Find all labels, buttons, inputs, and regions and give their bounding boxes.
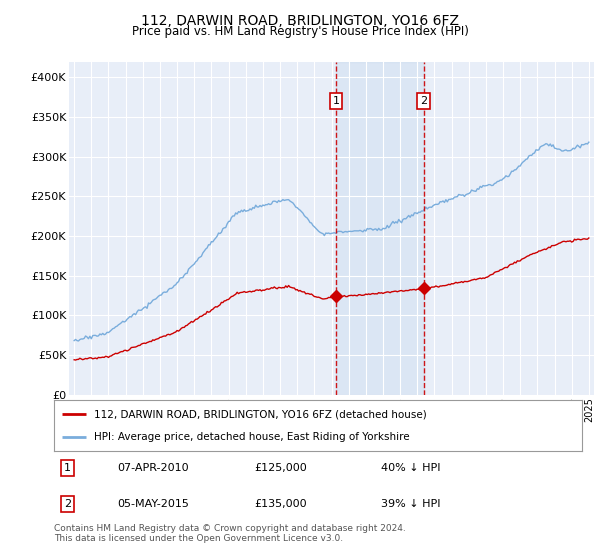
Text: 07-APR-2010: 07-APR-2010 — [118, 463, 189, 473]
Text: 2: 2 — [420, 96, 427, 106]
Text: 1: 1 — [64, 463, 71, 473]
Text: £125,000: £125,000 — [254, 463, 307, 473]
Text: 1: 1 — [332, 96, 340, 106]
Text: HPI: Average price, detached house, East Riding of Yorkshire: HPI: Average price, detached house, East… — [94, 432, 409, 442]
Text: 2: 2 — [64, 499, 71, 509]
Text: 40% ↓ HPI: 40% ↓ HPI — [382, 463, 441, 473]
Text: Price paid vs. HM Land Registry's House Price Index (HPI): Price paid vs. HM Land Registry's House … — [131, 25, 469, 38]
Text: 39% ↓ HPI: 39% ↓ HPI — [382, 499, 441, 509]
Text: Contains HM Land Registry data © Crown copyright and database right 2024.
This d: Contains HM Land Registry data © Crown c… — [54, 524, 406, 543]
Text: £135,000: £135,000 — [254, 499, 307, 509]
Text: 112, DARWIN ROAD, BRIDLINGTON, YO16 6FZ: 112, DARWIN ROAD, BRIDLINGTON, YO16 6FZ — [141, 14, 459, 28]
Text: 05-MAY-2015: 05-MAY-2015 — [118, 499, 189, 509]
Text: 112, DARWIN ROAD, BRIDLINGTON, YO16 6FZ (detached house): 112, DARWIN ROAD, BRIDLINGTON, YO16 6FZ … — [94, 409, 427, 419]
Bar — [336, 62, 424, 395]
